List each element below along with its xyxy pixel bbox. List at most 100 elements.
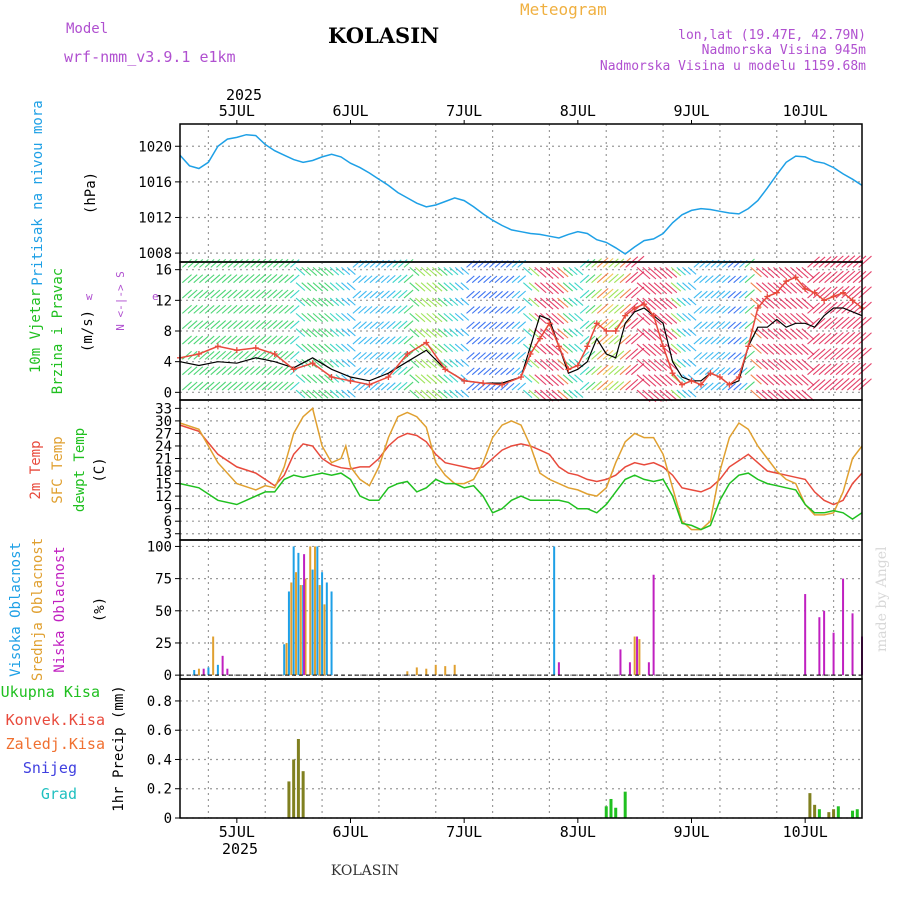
wind-barb bbox=[534, 282, 547, 294]
wind-barb bbox=[858, 255, 872, 268]
wind-barb bbox=[630, 363, 645, 376]
day-label-bottom: 10JUL bbox=[783, 823, 828, 841]
y-tick-label: 25 bbox=[155, 636, 172, 652]
day-label-top: 9JUL bbox=[673, 102, 709, 120]
gust-marker bbox=[290, 366, 297, 373]
precip-legend-item: Snijeg bbox=[23, 759, 77, 777]
wind-barb bbox=[733, 367, 742, 376]
day-label-top: 10JUL bbox=[783, 102, 828, 120]
wind-barb bbox=[415, 374, 426, 384]
wind-barb bbox=[255, 335, 267, 345]
wind-barb bbox=[295, 374, 306, 383]
wind-barb bbox=[733, 275, 742, 284]
wind-barb bbox=[403, 304, 414, 314]
bar-mid_cloud bbox=[290, 582, 293, 676]
wind-barb bbox=[767, 374, 780, 386]
wind-barb bbox=[545, 343, 559, 356]
y-tick-label: 0 bbox=[164, 668, 172, 684]
wind-barb bbox=[773, 297, 787, 310]
wind-barb bbox=[460, 312, 470, 321]
wind-barb bbox=[466, 290, 475, 299]
wind-barb bbox=[824, 347, 838, 360]
wind-barb bbox=[352, 305, 362, 314]
wind-barb bbox=[608, 304, 619, 314]
wind-barb bbox=[426, 358, 438, 369]
wind-barb bbox=[187, 274, 198, 284]
wind-barb bbox=[670, 297, 682, 307]
wind-barb bbox=[301, 374, 312, 384]
bar-mid_cloud bbox=[453, 664, 456, 676]
wind-barb bbox=[466, 352, 475, 360]
bar-total_precip bbox=[623, 791, 627, 818]
wind-barb bbox=[795, 266, 809, 279]
precip-legend-item: Ukupna Kisa bbox=[1, 683, 100, 701]
wind-barb bbox=[210, 320, 221, 330]
gust-marker bbox=[584, 343, 591, 350]
wind-barb bbox=[233, 274, 244, 284]
wind-barb bbox=[250, 335, 261, 345]
wind-barb bbox=[790, 266, 803, 279]
wind-barb bbox=[784, 358, 798, 371]
wind-barb bbox=[193, 335, 204, 345]
wind-barb bbox=[216, 335, 227, 345]
bar-low_cloud bbox=[226, 668, 229, 676]
wind-barb bbox=[636, 266, 651, 280]
wind-barb bbox=[602, 288, 614, 299]
wind-barb bbox=[704, 275, 714, 284]
wind-barb bbox=[244, 289, 255, 299]
wind-barb bbox=[238, 350, 249, 360]
wind-barb bbox=[289, 259, 300, 268]
wind-barb bbox=[721, 305, 731, 314]
wind-barb bbox=[386, 336, 396, 345]
wind-barb bbox=[449, 389, 459, 398]
y-tick-label: 4 bbox=[164, 355, 172, 371]
wind-barb bbox=[500, 352, 509, 360]
wind-barb bbox=[846, 378, 861, 391]
wind-barb bbox=[795, 328, 809, 340]
bar-mixed_precip bbox=[813, 804, 817, 818]
wind-barb bbox=[574, 328, 584, 337]
wind-barb bbox=[636, 343, 651, 356]
wind-barb bbox=[630, 317, 645, 330]
wind-barb bbox=[488, 352, 498, 360]
wind-barb bbox=[437, 343, 448, 353]
wind-barb bbox=[517, 351, 527, 360]
wind-barb bbox=[591, 304, 602, 314]
wind-barb bbox=[710, 320, 720, 330]
wind-barb bbox=[750, 374, 762, 385]
wind-barb bbox=[551, 358, 565, 371]
wind-barb bbox=[767, 312, 780, 325]
wind-barb bbox=[346, 343, 356, 352]
wind-barb bbox=[642, 282, 657, 295]
wind-barb bbox=[358, 336, 367, 345]
wind-barb bbox=[477, 306, 486, 314]
bar-total_precip bbox=[604, 806, 608, 818]
wind-barb bbox=[574, 297, 584, 306]
y-tick-label: 100 bbox=[147, 539, 172, 555]
wind-barb bbox=[653, 358, 668, 371]
wind-barb bbox=[426, 312, 438, 323]
wind-barb bbox=[363, 367, 373, 376]
bar-total_precip bbox=[836, 806, 840, 818]
wind-barb bbox=[676, 328, 686, 337]
bar-total_precip bbox=[855, 809, 859, 818]
wind-barb bbox=[682, 358, 691, 367]
wind-barb bbox=[415, 389, 426, 399]
wind-barb bbox=[233, 350, 244, 360]
wind-barb bbox=[358, 351, 367, 360]
wind-barb bbox=[642, 343, 657, 357]
wind-barb bbox=[437, 389, 448, 399]
wind-barb bbox=[625, 348, 639, 360]
wind-barb bbox=[380, 367, 390, 376]
wind-barb bbox=[415, 358, 426, 369]
gust-marker bbox=[309, 360, 316, 367]
wind-barb bbox=[545, 389, 559, 402]
wind-barb bbox=[284, 305, 295, 314]
wind-barb bbox=[852, 286, 867, 299]
wind-barb bbox=[733, 382, 742, 391]
y-tick-label: 1020 bbox=[138, 139, 172, 155]
wind-barb bbox=[210, 350, 221, 360]
wind-barb bbox=[318, 389, 329, 399]
panel-label-temperature: 2m Temp bbox=[28, 440, 44, 499]
wind-barb bbox=[727, 352, 736, 360]
